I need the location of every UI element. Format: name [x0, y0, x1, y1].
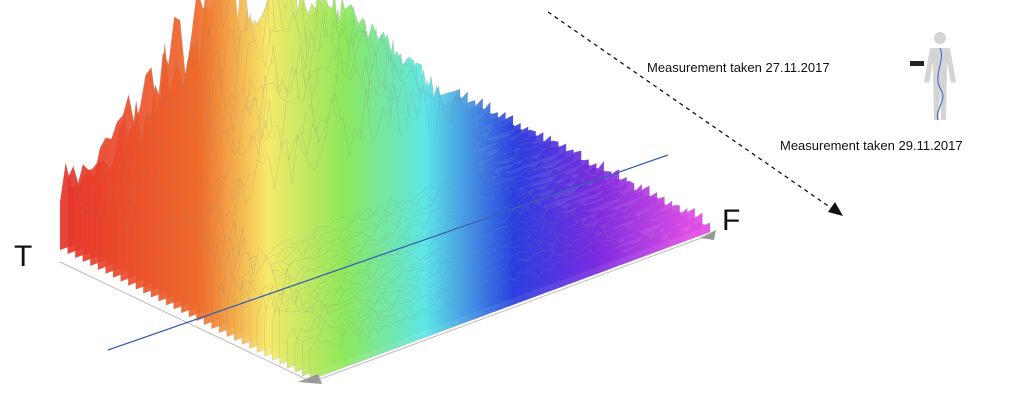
spectrum-row	[309, 222, 711, 381]
time-axis-label: T	[14, 240, 32, 273]
cut-line	[107, 154, 669, 351]
dashed-arrow	[547, 11, 835, 211]
axis-arrow	[700, 230, 716, 240]
annotation: Measurement taken 29.11.2017	[780, 138, 963, 153]
frequency-axis-label: F	[722, 204, 740, 237]
axis-arrow	[298, 374, 322, 384]
person-icon	[910, 32, 956, 121]
annotation: Measurement taken 27.11.2017	[647, 60, 830, 75]
arrow-head	[828, 202, 843, 216]
spectrum-surface	[59, 0, 711, 381]
frequency-axis	[311, 233, 713, 383]
time-axis	[59, 261, 313, 383]
